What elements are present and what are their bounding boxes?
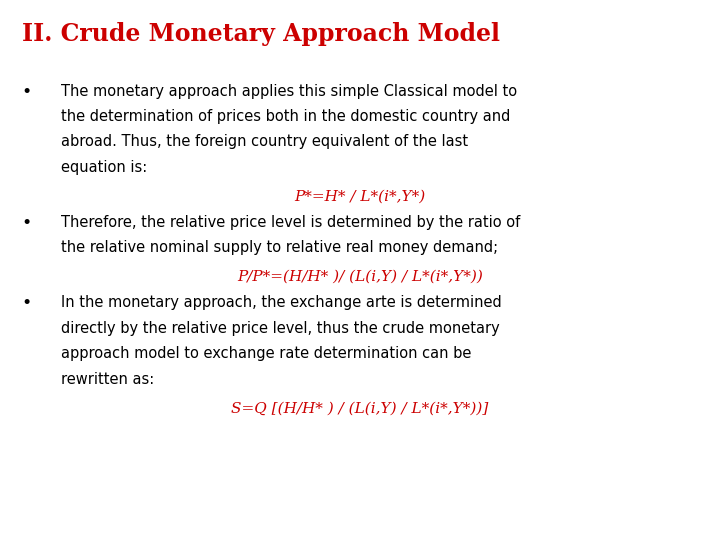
Text: In the monetary approach, the exchange arte is determined: In the monetary approach, the exchange a… (61, 295, 502, 310)
Text: S=Q [(H/H* ) / (L(i,Y) / L*(i*,Y*))]: S=Q [(H/H* ) / (L(i,Y) / L*(i*,Y*))] (231, 401, 489, 415)
Text: the relative nominal supply to relative real money demand;: the relative nominal supply to relative … (61, 240, 498, 255)
Text: P*=H* / L*(i*,Y*): P*=H* / L*(i*,Y*) (294, 190, 426, 204)
Text: rewritten as:: rewritten as: (61, 372, 155, 387)
Text: abroad. Thus, the foreign country equivalent of the last: abroad. Thus, the foreign country equiva… (61, 134, 468, 150)
Text: II. Crude Monetary Approach Model: II. Crude Monetary Approach Model (22, 22, 500, 45)
Text: approach model to exchange rate determination can be: approach model to exchange rate determin… (61, 346, 472, 361)
Text: •: • (22, 84, 32, 100)
Text: •: • (22, 215, 32, 232)
Text: Therefore, the relative price level is determined by the ratio of: Therefore, the relative price level is d… (61, 215, 521, 230)
Text: the determination of prices both in the domestic country and: the determination of prices both in the … (61, 109, 510, 124)
Text: The monetary approach applies this simple Classical model to: The monetary approach applies this simpl… (61, 84, 518, 99)
Text: equation is:: equation is: (61, 160, 148, 175)
Text: P/P*=(H/H* )/ (L(i,Y) / L*(i*,Y*)): P/P*=(H/H* )/ (L(i,Y) / L*(i*,Y*)) (237, 270, 483, 284)
Text: directly by the relative price level, thus the crude monetary: directly by the relative price level, th… (61, 321, 500, 336)
Text: •: • (22, 295, 32, 312)
